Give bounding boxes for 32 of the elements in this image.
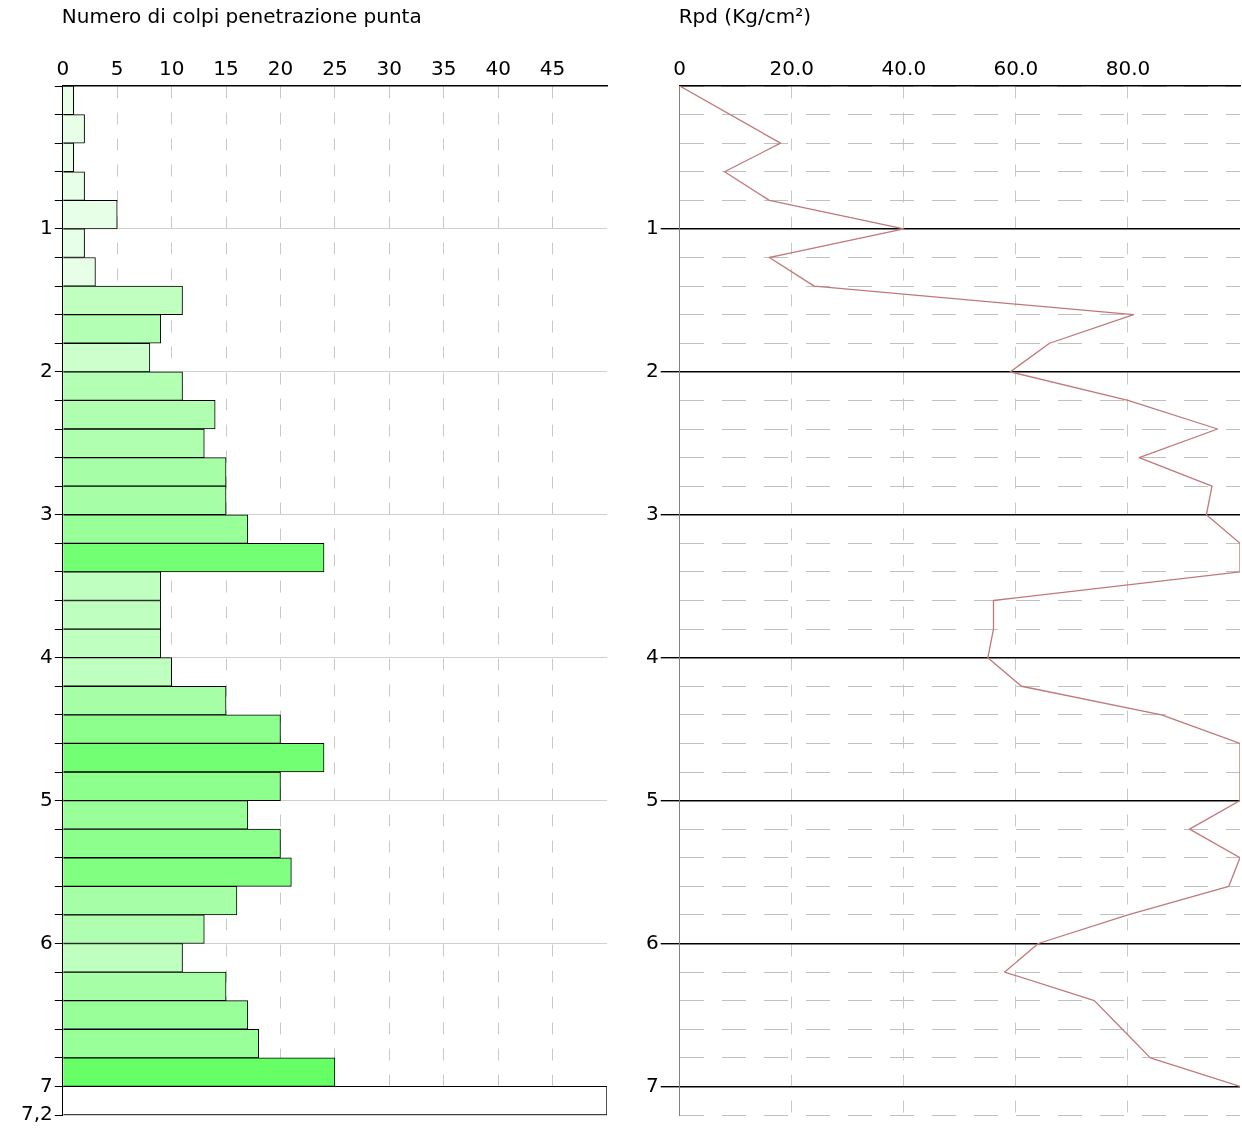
y-tick-label: 7 xyxy=(40,1072,53,1097)
x-tick-label: 20.0 xyxy=(769,56,815,81)
y-tick-label: 3 xyxy=(645,500,659,525)
chart-title: Rpd (Kg/cm²) xyxy=(678,4,812,29)
y-tick-label: 1 xyxy=(645,215,659,240)
y-tick-label: 3 xyxy=(40,500,53,525)
x-tick-label: 10 xyxy=(158,56,185,81)
x-tick-label: 20 xyxy=(267,56,294,81)
x-tick-label: 15 xyxy=(213,56,239,81)
y-tick-label: 6 xyxy=(645,929,659,954)
y-tick-label: 5 xyxy=(645,786,659,811)
y-tick-label: 6 xyxy=(40,929,53,954)
x-tick-label: 25 xyxy=(322,56,348,81)
x-tick-label: 40 xyxy=(485,56,511,81)
y-tick-label: 2 xyxy=(645,358,659,383)
y-tick-label: 4 xyxy=(40,643,53,668)
chart-title: Numero di colpi penetrazione punta xyxy=(61,4,422,29)
x-tick-label: 40.0 xyxy=(881,56,927,81)
x-tick-label: 0 xyxy=(56,56,70,81)
y-tick-label: 7,2 xyxy=(20,1101,53,1126)
x-tick-label: 5 xyxy=(110,56,124,81)
x-tick-label: 80.0 xyxy=(1105,56,1151,81)
y-tick-label: 5 xyxy=(40,786,53,811)
y-tick-label: 4 xyxy=(645,643,659,668)
y-tick-label: 2 xyxy=(40,358,53,383)
x-tick-label: 35 xyxy=(431,56,457,81)
x-tick-label: 30 xyxy=(376,56,403,81)
x-tick-label: 60.0 xyxy=(993,56,1039,81)
x-tick-label: 0 xyxy=(673,56,687,81)
x-tick-label: 45 xyxy=(539,56,566,81)
y-tick-label: 7 xyxy=(645,1072,659,1097)
y-tick-label: 1 xyxy=(40,215,53,240)
